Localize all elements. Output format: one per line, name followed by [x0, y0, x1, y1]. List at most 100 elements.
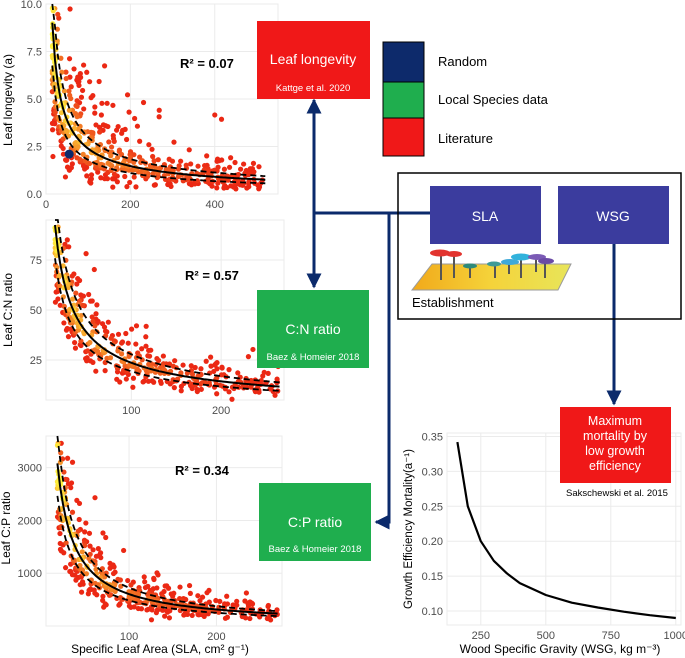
- data-point: [121, 547, 127, 554]
- legend-swatch-literature: [382, 117, 425, 157]
- data-point: [235, 370, 241, 376]
- x-tick-label: 100: [122, 405, 140, 417]
- data-point: [198, 366, 204, 372]
- leaf-longevity-box: Leaf longevity Kattge et al. 2020: [257, 21, 370, 99]
- data-point: [249, 600, 255, 606]
- data-point: [54, 26, 60, 32]
- data-point: [108, 153, 114, 159]
- data-point: [226, 389, 232, 395]
- data-point: [126, 158, 133, 164]
- x-tick-label: 750: [602, 630, 620, 642]
- data-point: [202, 163, 208, 169]
- y-tick-label: 75: [30, 255, 42, 267]
- ticks-growth-efficiency: 250 500 750 1000 0.10 0.15 0.20 0.25 0.30 0.35: [422, 431, 685, 642]
- data-point: [93, 368, 99, 374]
- data-point: [186, 181, 192, 187]
- data-point: [84, 355, 90, 361]
- data-point: [110, 102, 116, 108]
- data-point: [105, 319, 111, 325]
- data-point: [130, 375, 137, 381]
- data-point: [158, 380, 164, 386]
- data-point: [250, 346, 256, 353]
- data-point: [55, 11, 61, 18]
- data-point: [84, 69, 90, 75]
- data-point: [63, 540, 69, 546]
- data-point: [265, 370, 271, 377]
- data-point: [61, 88, 67, 94]
- data-point: [77, 156, 83, 162]
- x-tick-label: 1000: [664, 630, 685, 642]
- data-point: [78, 342, 84, 349]
- data-point: [119, 340, 125, 346]
- data-point: [64, 237, 70, 243]
- data-point: [52, 109, 58, 115]
- data-point: [224, 593, 230, 599]
- r2-cn-ratio: R² = 0.57: [185, 268, 239, 283]
- legend-label-literature: Literature: [438, 131, 493, 146]
- cp-ratio-box: C:P ratio Baez & Homeier 2018: [259, 483, 371, 561]
- data-point: [65, 481, 71, 487]
- data-point: [69, 161, 75, 167]
- fit-line: [56, 463, 278, 615]
- data-point: [92, 110, 98, 116]
- fit-line: [51, 22, 266, 181]
- data-point: [180, 362, 186, 368]
- arrow-sla-cp: [374, 213, 391, 530]
- legend-swatch-local: [382, 81, 425, 119]
- ci-upper: [51, 3, 266, 177]
- data-point: [250, 160, 257, 166]
- data-point: [70, 296, 76, 302]
- data-point: [94, 302, 100, 308]
- data-point: [166, 615, 173, 621]
- points-leaf-longevity: [49, 5, 266, 192]
- data-point: [57, 302, 63, 308]
- panel-cp-ratio: 100 200 1000 2000 3000 Leaf C:P ratio R² = 0…: [0, 435, 283, 656]
- data-point: [88, 581, 94, 587]
- data-point: [111, 171, 118, 177]
- data-point: [56, 272, 63, 278]
- establishment-frame: SLA WSG: [397, 172, 682, 320]
- data-point: [68, 326, 74, 332]
- data-point: [247, 615, 253, 622]
- data-point: [87, 179, 93, 185]
- data-point: [74, 98, 80, 104]
- data-point: [124, 184, 130, 190]
- data-point: [105, 160, 111, 166]
- ticks-cn-ratio: 100 200 25 50 75: [30, 255, 231, 417]
- data-point: [137, 154, 143, 160]
- data-point: [146, 142, 152, 148]
- y-tick-label: 0.10: [422, 606, 443, 618]
- ground-plane: [410, 263, 572, 291]
- data-point: [86, 587, 92, 593]
- data-point: [143, 334, 149, 340]
- legend-label-random: Random: [438, 54, 487, 69]
- data-point: [115, 123, 121, 130]
- y-tick-label: 2000: [18, 515, 42, 527]
- mortality-title: Maximum mortality by low growth efficiency: [583, 414, 648, 473]
- data-point: [66, 107, 72, 113]
- data-point: [192, 364, 198, 371]
- data-point: [156, 114, 162, 120]
- data-point: [258, 377, 264, 384]
- data-point: [64, 128, 70, 134]
- data-point: [272, 392, 278, 398]
- fit-line: [54, 224, 280, 388]
- data-point: [201, 379, 208, 385]
- leaf-longevity-box-bg: [257, 21, 370, 99]
- data-point: [140, 99, 147, 106]
- data-point: [226, 367, 232, 373]
- data-point: [103, 534, 109, 541]
- data-point: [63, 69, 69, 75]
- data-point: [110, 570, 117, 577]
- data-point: [148, 617, 155, 623]
- data-point: [244, 185, 250, 191]
- data-point: [189, 371, 196, 377]
- data-point: [171, 139, 177, 145]
- data-point: [126, 353, 132, 359]
- data-point: [90, 318, 96, 325]
- data-point: [69, 509, 76, 515]
- points-cn-ratio: [52, 224, 281, 402]
- data-point: [114, 376, 120, 382]
- data-point: [71, 66, 77, 72]
